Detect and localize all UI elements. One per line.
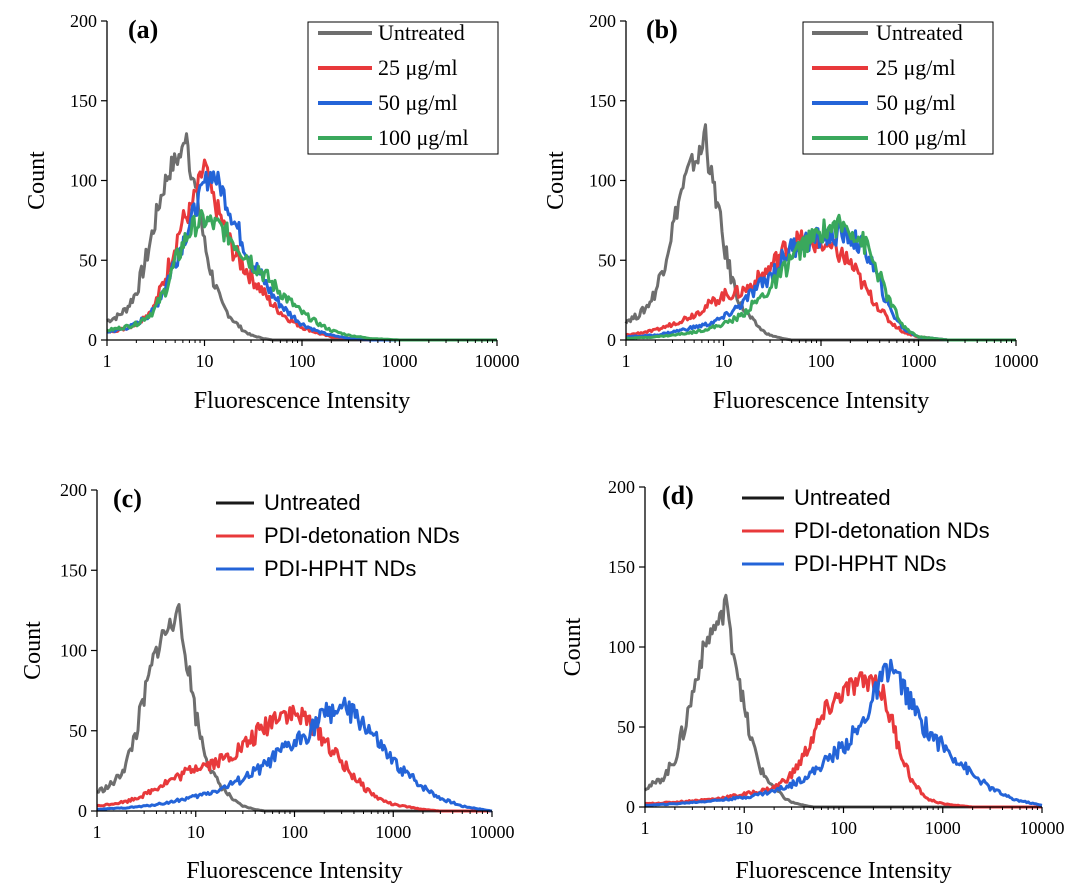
y-tick-label: 0 (88, 330, 97, 350)
y-tick-label: 200 (589, 11, 616, 31)
y-axis-title: Count (560, 617, 586, 676)
panel-label: (b) (646, 15, 678, 44)
panel-label: (c) (113, 484, 142, 513)
legend-label: 50 μg/ml (876, 90, 956, 115)
y-axis-title: Count (24, 151, 50, 210)
x-tick-label: 1 (622, 351, 631, 371)
legend-label: PDI-HPHT NDs (264, 556, 416, 581)
legend-label: Untreated (794, 485, 891, 510)
legend-label: Untreated (264, 490, 361, 515)
x-tick-label: 1000 (382, 351, 418, 371)
series-line-4 (106, 209, 497, 342)
legend: Untreated 25 μg/ml 50 μg/ml 100 μg/ml (307, 20, 499, 155)
series-line-1 (106, 132, 497, 342)
y-tick-label: 200 (60, 480, 87, 500)
y-tick-label: 50 (598, 250, 616, 270)
series-line-3 (96, 696, 493, 813)
x-tick-label: 10000 (1020, 818, 1065, 838)
x-tick-label: 10 (187, 822, 205, 842)
panel-c: 1 10 100 1000 10000 0 50 100 150 200 Fluorescence … (20, 480, 515, 884)
legend-label: 100 μg/ml (876, 125, 967, 150)
x-tick-label: 1000 (375, 822, 411, 842)
x-tick-label: 100 (281, 822, 308, 842)
y-tick-label: 0 (626, 797, 635, 817)
x-tick-label: 1000 (901, 351, 937, 371)
legend: Untreated 25 μg/ml 50 μg/ml 100 μg/ml (802, 20, 994, 155)
y-tick-label: 0 (607, 330, 616, 350)
x-tick-label: 100 (830, 818, 857, 838)
legend-label: PDI-detonation NDs (264, 523, 460, 548)
x-tick-label: 10000 (470, 822, 515, 842)
y-tick-label: 50 (79, 250, 97, 270)
legend: Untreated PDI-detonation NDs PDI-HPHT NDs (742, 485, 990, 576)
legend-label: Untreated (378, 20, 465, 45)
series-line-2 (96, 704, 492, 813)
x-axis-title: Fluorescence Intensity (713, 388, 930, 414)
legend-label: 50 μg/ml (378, 90, 458, 115)
y-tick-label: 100 (608, 637, 635, 657)
y-tick-label: 200 (608, 477, 635, 497)
y-tick-label: 100 (60, 641, 87, 661)
series-line-4 (625, 213, 1016, 342)
legend-label: Untreated (876, 20, 963, 45)
x-tick-label: 100 (808, 351, 835, 371)
y-tick-label: 100 (589, 171, 616, 191)
series-line-1 (644, 593, 1042, 809)
legend-label: PDI-HPHT NDs (794, 551, 946, 576)
x-tick-label: 100 (289, 351, 316, 371)
x-axis-title: Fluorescence Intensity (186, 858, 403, 884)
x-tick-label: 1 (93, 822, 102, 842)
x-tick-label: 10000 (475, 351, 520, 371)
x-tick-label: 10 (715, 351, 733, 371)
panel-label: (a) (128, 15, 158, 44)
legend: Untreated PDI-detonation NDs PDI-HPHT NDs (216, 490, 460, 581)
panel-label: (d) (662, 481, 694, 510)
legend-label: 25 μg/ml (876, 55, 956, 80)
y-tick-label: 150 (589, 91, 616, 111)
legend-box (307, 21, 499, 155)
series-line-3 (645, 658, 1043, 807)
x-axis-title: Fluorescence Intensity (735, 858, 952, 884)
series-line-2 (644, 671, 1042, 809)
y-tick-label: 50 (617, 717, 635, 737)
y-tick-label: 50 (69, 721, 87, 741)
legend-label: 100 μg/ml (378, 125, 469, 150)
x-tick-label: 10 (196, 351, 214, 371)
x-tick-label: 1000 (925, 818, 961, 838)
x-tick-label: 10000 (994, 351, 1039, 371)
x-axis-title: Fluorescence Intensity (194, 388, 411, 414)
y-tick-label: 0 (78, 801, 87, 821)
legend-box (802, 21, 994, 155)
panel-b: 1 10 100 1000 10000 0 50 100 150 200 Fluorescence … (543, 11, 1039, 414)
y-tick-label: 200 (70, 11, 97, 31)
legend-label: 25 μg/ml (378, 55, 458, 80)
y-tick-label: 150 (608, 557, 635, 577)
y-tick-label: 150 (60, 560, 87, 580)
y-tick-label: 150 (70, 91, 97, 111)
y-axis-title: Count (20, 621, 46, 680)
y-axis-title: Count (543, 151, 569, 210)
x-tick-label: 1 (103, 351, 112, 371)
x-tick-label: 10 (735, 818, 753, 838)
legend-label: PDI-detonation NDs (794, 518, 990, 543)
x-tick-label: 1 (641, 818, 650, 838)
panel-d: 1 10 100 1000 10000 0 50 100 150 200 Fluorescence … (560, 477, 1065, 884)
y-tick-label: 100 (70, 171, 97, 191)
panel-a: 1 10 100 1000 10000 0 50 100 150 200 Fluorescence … (24, 11, 520, 414)
